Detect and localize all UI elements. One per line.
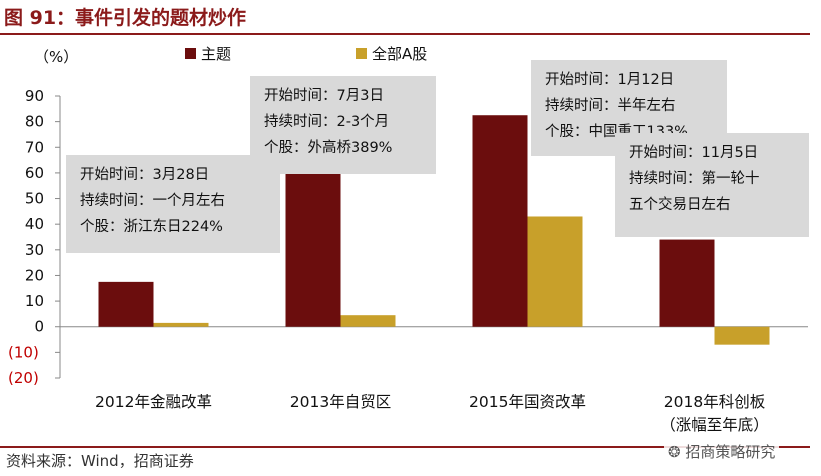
- annotation-text: 开始时间：3月28日: [80, 166, 209, 183]
- figure-title: 图 91：事件引发的题材炒作: [4, 7, 247, 29]
- bottom-rule: [0, 446, 810, 448]
- bar-theme-2: [285, 171, 341, 327]
- bar-market-4: [714, 326, 770, 345]
- y-tick-label: 70: [25, 138, 44, 156]
- y-tick-label: 10: [25, 292, 44, 310]
- bar-market-2: [340, 315, 396, 327]
- legend-label-2: 全部A股: [372, 45, 427, 63]
- bar-market-3: [527, 216, 583, 327]
- annotation-box-4: [615, 133, 809, 237]
- watermark-text: 招商策略研究: [685, 443, 776, 461]
- annotation-text: 持续时间：半年左右: [545, 97, 676, 114]
- bar-market-1: [153, 322, 209, 327]
- y-tick-label: 0: [34, 318, 44, 336]
- x-category-label: 2013年自贸区: [290, 393, 391, 411]
- x-category-label: 2015年国资改革: [469, 393, 586, 411]
- y-tick-label: (20): [8, 369, 39, 387]
- legend-swatch-1: [185, 48, 196, 59]
- y-tick-label: 20: [25, 266, 44, 284]
- y-tick-label: 50: [25, 190, 44, 208]
- y-tick-label: 30: [25, 241, 44, 259]
- x-category-label: 2018年科创板: [664, 393, 765, 411]
- source-note: 资料来源：Wind，招商证券: [6, 452, 194, 470]
- y-tick-label: (10): [8, 343, 39, 361]
- annotation-box-1: [66, 155, 280, 253]
- annotation-text: 开始时间：11月5日: [629, 144, 758, 161]
- y-tick-label: 80: [25, 113, 44, 131]
- title-rule: [0, 33, 810, 35]
- annotation-text: 五个交易日左右: [629, 195, 731, 213]
- x-category-label: 2012年金融改革: [95, 393, 212, 411]
- legend-swatch-2: [356, 48, 367, 59]
- x-category-sublabel: （涨幅至年底）: [660, 416, 769, 434]
- annotation-box-2: [250, 76, 436, 174]
- y-tick-label: 90: [25, 87, 44, 105]
- watermark: ❂ 招商策略研究: [664, 441, 780, 462]
- bar-theme-1: [98, 281, 154, 327]
- bar-theme-4: [659, 239, 715, 327]
- legend-label-1: 主题: [201, 45, 231, 63]
- annotation-text: 个股：浙江东日224%: [80, 218, 223, 235]
- annotation-text: 持续时间：一个月左右: [80, 192, 225, 209]
- annotation-text: 持续时间：2-3个月: [264, 113, 389, 130]
- annotation-text: 个股：外高桥389%: [264, 139, 392, 156]
- annotation-text: 持续时间：第一轮十: [629, 169, 760, 187]
- bar-theme-3: [472, 115, 528, 327]
- annotation-text: 开始时间：1月12日: [545, 71, 674, 88]
- y-tick-label: 60: [25, 164, 44, 182]
- y-unit-label: （%）: [34, 48, 78, 66]
- y-tick-label: 40: [25, 215, 44, 233]
- annotation-text: 开始时间：7月3日: [264, 87, 384, 104]
